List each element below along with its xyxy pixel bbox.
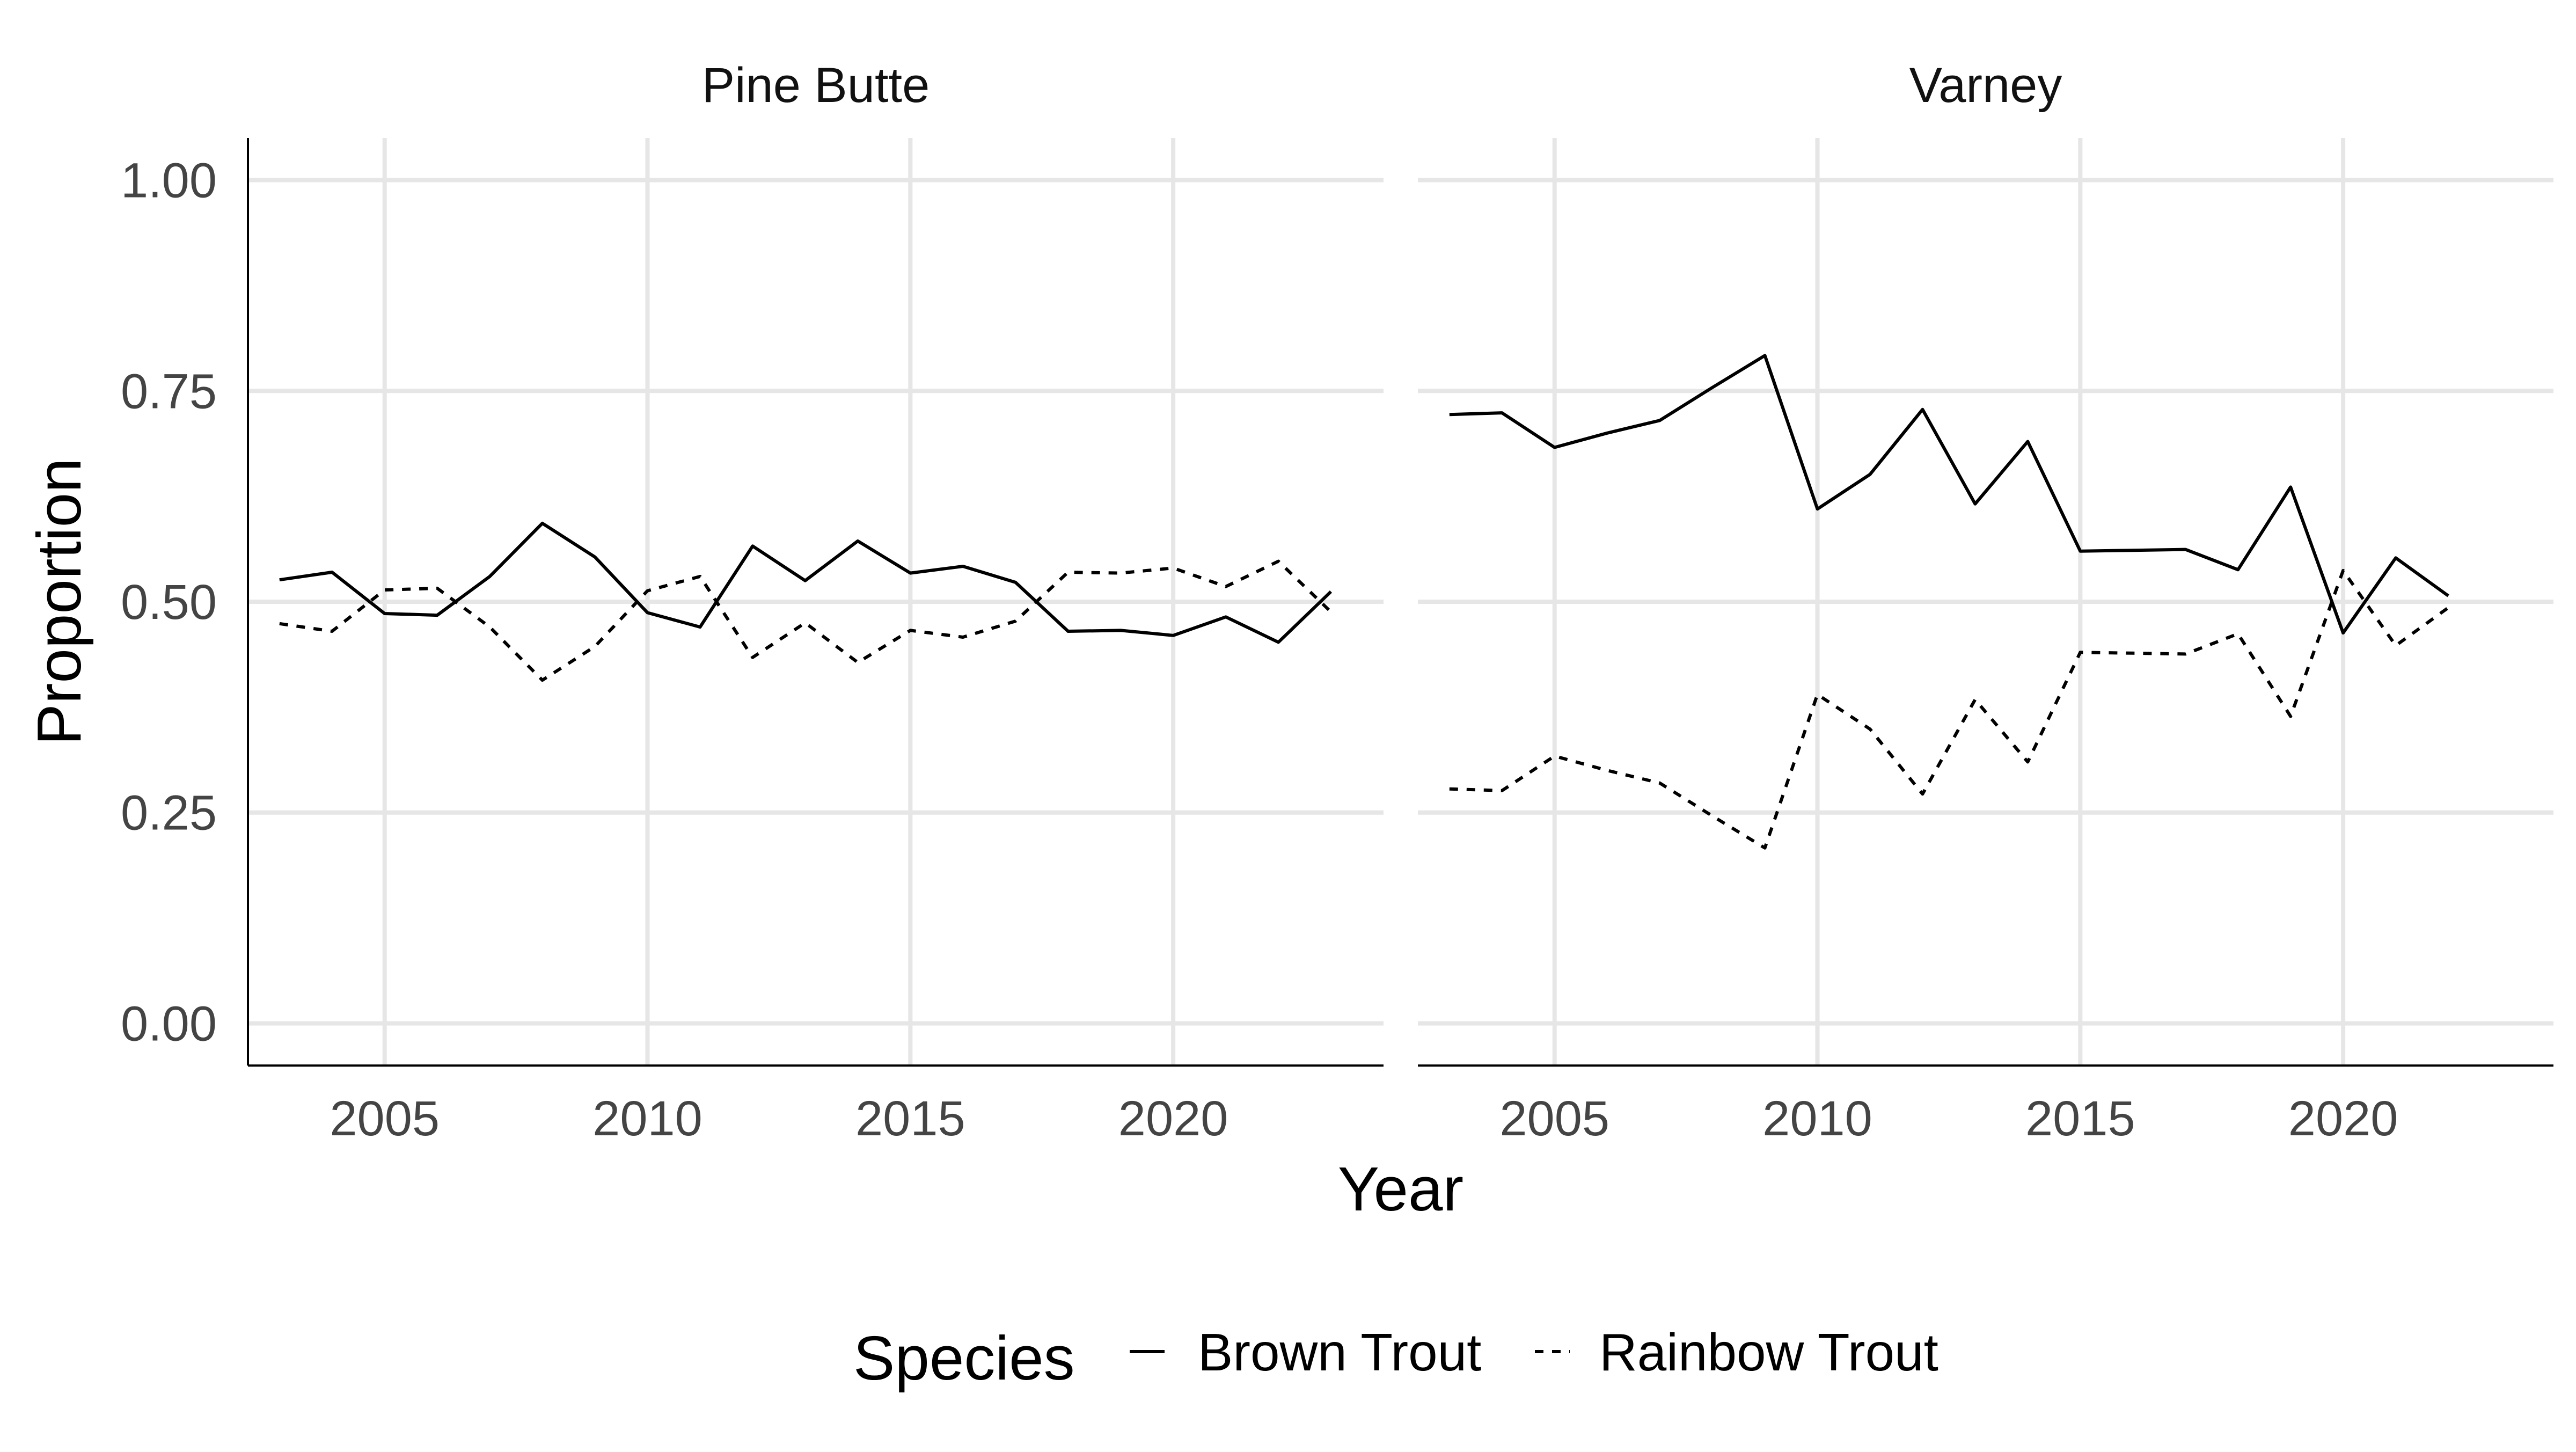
legend-label-brown-trout: Brown Trout — [1198, 1323, 1481, 1382]
pine-butte-x-tick-label: 2020 — [1118, 1091, 1228, 1146]
x-axis-title: Year — [1338, 1154, 1463, 1224]
legend-label-rainbow-trout: Rainbow Trout — [1599, 1323, 1938, 1382]
varney-x-tick-label: 2015 — [2025, 1091, 2135, 1146]
y-tick-label: 0.00 — [121, 996, 217, 1051]
varney-x-tick-label: 2010 — [1762, 1091, 1872, 1146]
pine-butte-rainbow-trout-line — [279, 559, 1333, 682]
legend-title: Species — [853, 1323, 1075, 1393]
varney-x-tick-label: 2020 — [2288, 1091, 2398, 1146]
pine-butte-panel-title: Pine Butte — [702, 58, 930, 113]
varney-rainbow-trout-line — [1449, 568, 2449, 850]
y-tick-label: 1.00 — [121, 154, 217, 208]
y-axis-title: Proportion — [24, 458, 94, 745]
y-tick-label: 0.50 — [121, 575, 217, 630]
y-tick-label: 0.75 — [121, 364, 217, 419]
varney-x-tick-label: 2005 — [1499, 1091, 1609, 1146]
pine-butte-x-tick-label: 2005 — [330, 1091, 440, 1146]
pine-butte-x-tick-label: 2010 — [592, 1091, 702, 1146]
varney-panel-title: Varney — [1909, 58, 2062, 113]
pine-butte-x-tick-label: 2015 — [855, 1091, 965, 1146]
y-tick-label: 0.25 — [121, 786, 217, 841]
varney-brown-trout-line — [1449, 354, 2449, 635]
